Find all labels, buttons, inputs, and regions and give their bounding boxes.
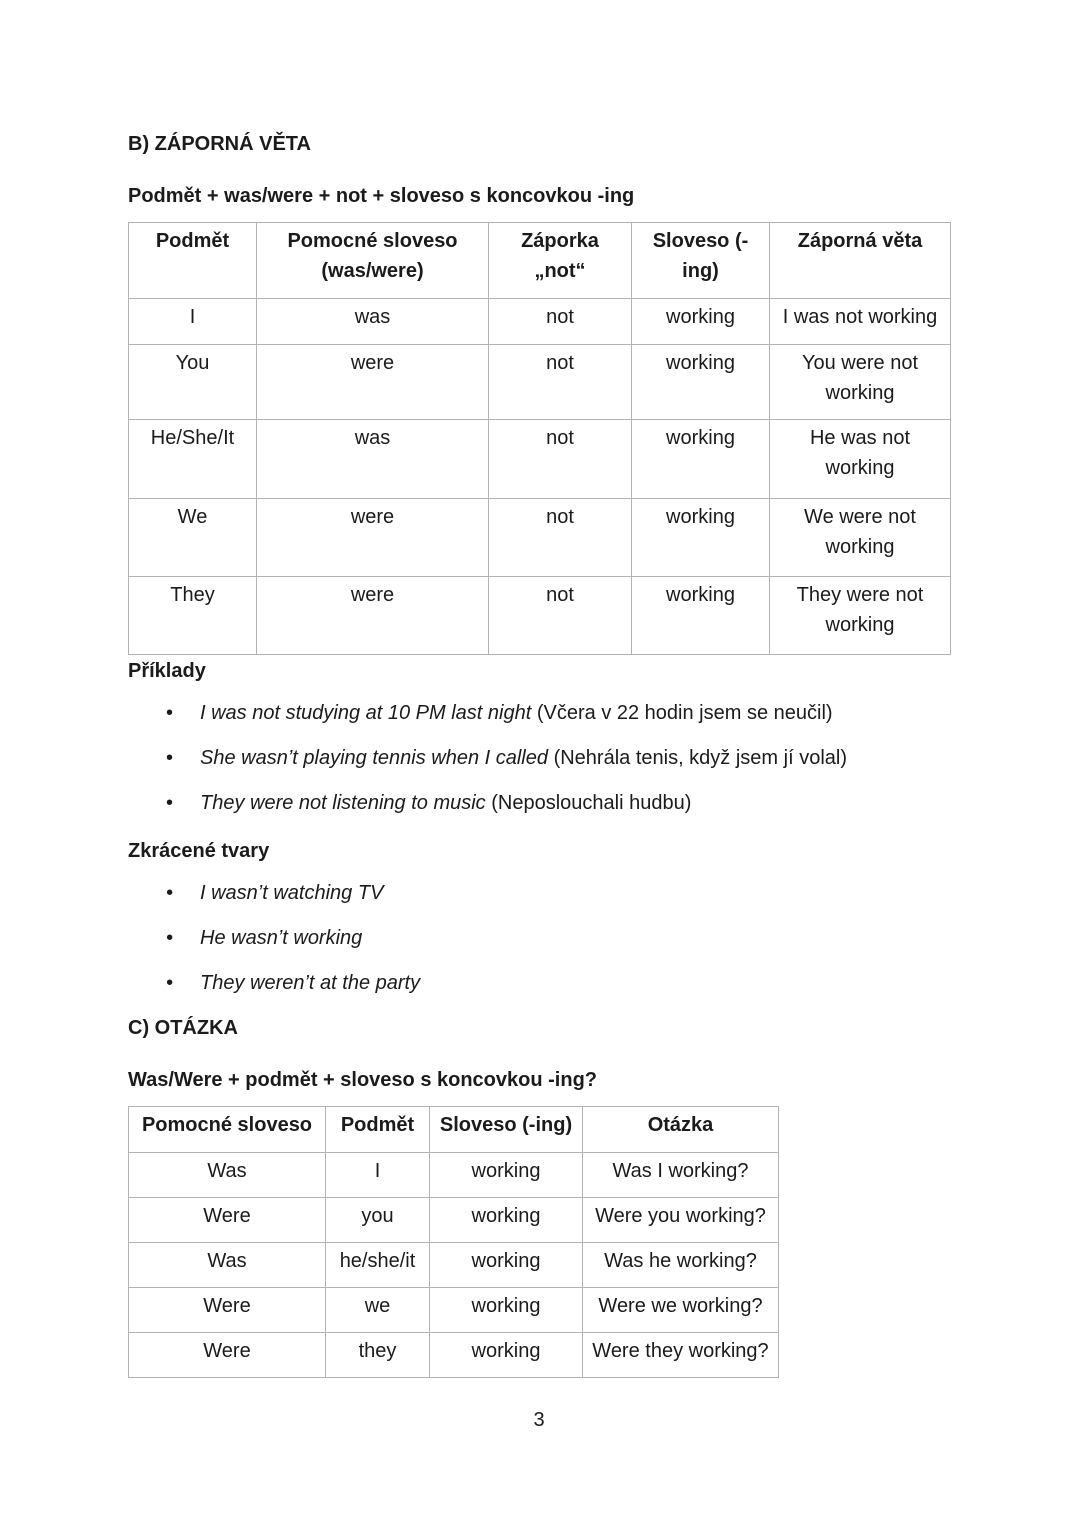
table-cell: we (325, 1287, 430, 1333)
table-cell: Were we working? (582, 1287, 779, 1333)
table-cell: they (325, 1332, 430, 1378)
table-cell: were (256, 498, 489, 577)
example-item: They were not listening to music (Neposl… (128, 789, 952, 817)
short-form-item: They weren’t at the party (128, 969, 952, 997)
header-cell-sloveso: Sloveso (- ing) (631, 222, 770, 299)
header-line: (was/were) (321, 260, 424, 282)
table-cell: He/She/It (128, 419, 257, 499)
examples-list: I was not studying at 10 PM last night (… (128, 699, 952, 817)
header-cell-otazka: Otázka (582, 1106, 779, 1153)
table-cell: They were not working (769, 576, 951, 655)
header-cell-zaporka: Záporka „not“ (488, 222, 632, 299)
table-cell: I (128, 298, 257, 345)
example-czech: (Včera v 22 hodin jsem se neučil) (536, 702, 833, 724)
example-item: I was not studying at 10 PM last night (… (128, 699, 952, 727)
header-line: Pomocné sloveso (287, 230, 458, 252)
table-cell: you (325, 1197, 430, 1243)
table-cell: working (631, 498, 770, 577)
table-cell: Was (128, 1242, 326, 1288)
example-item: She wasn’t playing tennis when I called … (128, 744, 952, 772)
table-cell: working (429, 1197, 583, 1243)
examples-heading: Příklady (128, 660, 206, 682)
header-line: Podmět (155, 230, 230, 252)
short-form-item: He wasn’t working (128, 924, 952, 952)
table-row: He/She/It was not working He was not wor… (128, 419, 951, 499)
table-cell: working (429, 1332, 583, 1378)
table-header-row: Pomocné sloveso Podmět Sloveso (-ing) Ot… (128, 1106, 779, 1153)
table-cell: working (429, 1152, 583, 1198)
table-cell: Was I working? (582, 1152, 779, 1198)
table-cell: Were (128, 1287, 326, 1333)
example-english: I was not studying at 10 PM last night (200, 702, 532, 724)
table-row: Was he/she/it working Was he working? (128, 1242, 779, 1288)
table-cell: Were they working? (582, 1332, 779, 1378)
table-cell: You (128, 344, 257, 420)
table-cell: not (488, 298, 632, 345)
table-row: Were you working Were you working? (128, 1197, 779, 1243)
section-b-formula: Podmět + was/were + not + sloveso s konc… (128, 185, 635, 207)
table-cell: Were you working? (582, 1197, 779, 1243)
table-cell: I (325, 1152, 430, 1198)
header-cell-pomocne-sloveso: Pomocné sloveso (was/were) (256, 222, 489, 299)
table-cell: We were not working (769, 498, 951, 577)
section-c-heading: C) OTÁZKA (128, 1017, 238, 1039)
table-cell: working (631, 298, 770, 345)
table-cell: were (256, 344, 489, 420)
table-row: Was I working Was I working? (128, 1152, 779, 1198)
header-cell-zaporna-veta: Záporná věta (769, 222, 951, 299)
table-row: Were they working Were they working? (128, 1332, 779, 1378)
page-content: B) ZÁPORNÁ VĚTA Podmět + was/were + not … (0, 0, 1080, 1434)
table-cell: not (488, 419, 632, 499)
header-line: Záporná věta (797, 230, 923, 252)
negative-sentence-table: Podmět Pomocné sloveso (was/were) Záporka… (128, 222, 951, 655)
section-b-heading: B) ZÁPORNÁ VĚTA (128, 133, 311, 155)
table-cell: Were (128, 1197, 326, 1243)
table-cell: was (256, 298, 489, 345)
table-cell: working (429, 1242, 583, 1288)
table-cell: working (631, 419, 770, 499)
table-cell: working (631, 344, 770, 420)
table-cell: working (429, 1287, 583, 1333)
table-cell: he/she/it (325, 1242, 430, 1288)
table-cell: was (256, 419, 489, 499)
header-cell-sloveso: Sloveso (-ing) (429, 1106, 583, 1153)
table-row: You were not working You were not workin… (128, 344, 951, 420)
table-header-row: Podmět Pomocné sloveso (was/were) Záporka… (128, 222, 951, 299)
table-cell: I was not working (769, 298, 951, 345)
table-cell: Was he working? (582, 1242, 779, 1288)
short-form-item: I wasn’t watching TV (128, 879, 952, 907)
table-row: I was not working I was not working (128, 298, 951, 345)
table-cell: Were (128, 1332, 326, 1378)
table-row: They were not working They were not work… (128, 576, 951, 655)
table-cell: We (128, 498, 257, 577)
table-cell: not (488, 498, 632, 577)
example-english: They were not listening to music (200, 792, 486, 814)
short-forms-heading: Zkrácené tvary (128, 840, 270, 862)
header-line: Záporka (521, 230, 599, 252)
table-cell: He was not working (769, 419, 951, 499)
example-english: She wasn’t playing tennis when I called (200, 747, 548, 769)
table-cell: not (488, 344, 632, 420)
table-cell: You were not working (769, 344, 951, 420)
table-cell: were (256, 576, 489, 655)
header-cell-podmet: Podmět (325, 1106, 430, 1153)
page-number: 3 (533, 1409, 545, 1431)
question-table: Pomocné sloveso Podmět Sloveso (-ing) Ot… (128, 1106, 779, 1378)
short-forms-list: I wasn’t watching TV He wasn’t working T… (128, 879, 952, 997)
table-cell: working (631, 576, 770, 655)
header-line: Sloveso (- (652, 230, 749, 252)
header-line: ing) (682, 260, 719, 282)
header-line: „not“ (534, 260, 586, 282)
example-czech: (Neposlouchali hudbu) (491, 792, 692, 814)
table-cell: They (128, 576, 257, 655)
header-cell-podmet: Podmět (128, 222, 257, 299)
example-czech: (Nehrála tenis, když jsem jí volal) (553, 747, 847, 769)
table-row: Were we working Were we working? (128, 1287, 779, 1333)
table-cell: Was (128, 1152, 326, 1198)
section-c-formula: Was/Were + podmět + sloveso s koncovkou … (128, 1069, 598, 1091)
table-row: We were not working We were not working (128, 498, 951, 577)
table-cell: not (488, 576, 632, 655)
header-cell-pomocne-sloveso: Pomocné sloveso (128, 1106, 326, 1153)
